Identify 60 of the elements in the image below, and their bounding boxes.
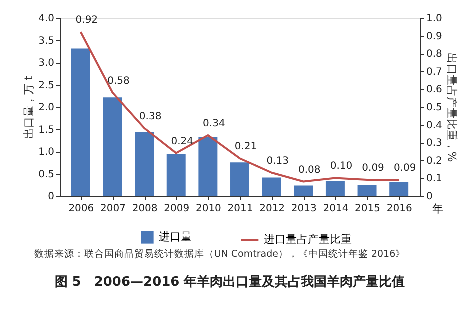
y2-tick-label: 0.2 bbox=[426, 156, 442, 167]
data-label: 0.08 bbox=[298, 164, 321, 176]
y2-tick-label: 0 bbox=[426, 192, 433, 202]
bar bbox=[358, 185, 377, 196]
data-label: 0.13 bbox=[266, 156, 289, 167]
y2-tick-label: 0.5 bbox=[426, 102, 442, 114]
y2-tick-label: 0.4 bbox=[426, 120, 442, 132]
bar bbox=[135, 132, 154, 196]
bar bbox=[198, 137, 218, 196]
y-tick-label: 2.5 bbox=[38, 80, 54, 92]
y2-tick-label: 0.8 bbox=[426, 49, 442, 60]
x-tick-label: 2014 bbox=[323, 204, 349, 214]
bar bbox=[166, 154, 186, 196]
y-tick-label: 4.0 bbox=[38, 14, 54, 24]
x-tick-label: 2010 bbox=[196, 204, 222, 214]
bar bbox=[230, 162, 250, 196]
bar bbox=[294, 186, 314, 196]
y2-tick-label: 1.0 bbox=[426, 14, 442, 24]
x-tick-label: 2011 bbox=[228, 204, 254, 214]
bar bbox=[71, 48, 90, 196]
bar bbox=[262, 178, 282, 196]
data-label: 0.58 bbox=[108, 76, 130, 87]
y-tick-label: 0 bbox=[48, 192, 54, 202]
data-label: 0.10 bbox=[330, 161, 353, 172]
data-label: 0.21 bbox=[234, 142, 258, 153]
y2-axis-title: 出口量占产量比重，% bbox=[445, 52, 458, 162]
y2-tick-label: 0.1 bbox=[426, 174, 442, 185]
y-tick-label: 0.5 bbox=[38, 169, 54, 180]
y2-tick-label: 0.3 bbox=[426, 138, 442, 150]
bar bbox=[390, 182, 409, 196]
x-tick-label: 2015 bbox=[355, 204, 380, 214]
data-label: 0.09 bbox=[394, 162, 416, 174]
data-label: 0.38 bbox=[139, 111, 162, 122]
x-tick-label: 2013 bbox=[291, 204, 317, 214]
data-label: 0.92 bbox=[76, 15, 98, 26]
x-tick-label: 2016 bbox=[386, 204, 412, 214]
y-tick-label: 2.0 bbox=[38, 102, 54, 114]
source-note: 数据来源：联合国商品贸易统计数据库（UN Comtrade），《中国统计年鉴 2016》 bbox=[34, 248, 406, 260]
y2-tick-label: 0.9 bbox=[426, 31, 442, 42]
text: 图 5 2006—2016 年羊肉出口量及其占我国羊肉产量比值 bbox=[54, 274, 406, 290]
data-label: 0.34 bbox=[203, 118, 226, 130]
y-tick-label: 1.0 bbox=[38, 147, 54, 158]
x-tick-label: 2006 bbox=[68, 204, 94, 214]
x-tick-label: 2009 bbox=[164, 204, 190, 214]
y-tick-label: 3.0 bbox=[38, 58, 54, 69]
y-tick-label: 3.5 bbox=[38, 36, 54, 47]
x-tick-label: 2007 bbox=[100, 204, 126, 214]
y2-tick-label: 0.6 bbox=[426, 84, 442, 96]
y2-tick-label: 0.7 bbox=[426, 66, 442, 78]
y-axis-title: 出口量，万 t bbox=[22, 75, 36, 139]
bar bbox=[326, 181, 345, 196]
y-tick-label: 1.5 bbox=[38, 124, 54, 136]
legend-label: 进口量 bbox=[159, 230, 192, 244]
x-tick-label: 2012 bbox=[260, 204, 286, 214]
x-axis-title: 年 bbox=[432, 202, 444, 216]
bar bbox=[103, 98, 122, 196]
data-label: 0.24 bbox=[171, 136, 194, 148]
data-label: 0.09 bbox=[362, 162, 384, 174]
legend-label: 进口量占产量比重 bbox=[264, 233, 352, 246]
x-tick-label: 2008 bbox=[132, 204, 158, 214]
